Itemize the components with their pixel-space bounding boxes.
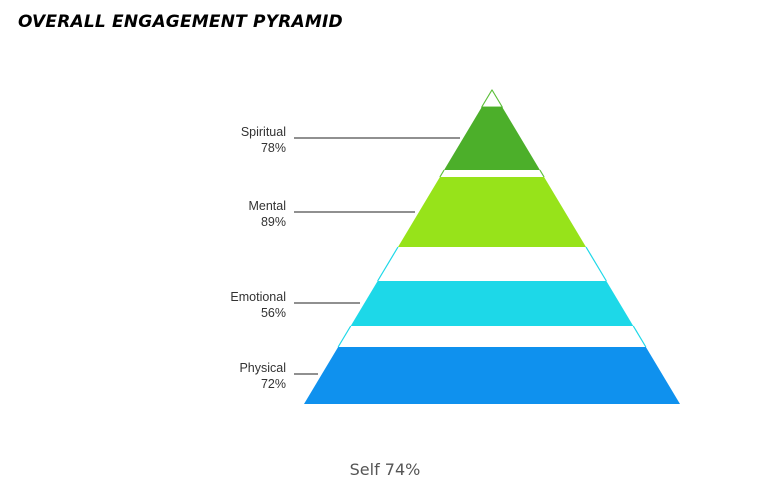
outline-left-3 [337,325,352,348]
overall-score-label: Self 74% [349,460,421,479]
level-value-spiritual: 78% [261,141,286,155]
pyramid-segment-physical [304,347,680,404]
level-labels: Spiritual 78% Mental 89% Emotional 56% Physica… [230,125,286,391]
level-value-physical: 72% [261,377,286,391]
pyramid-segment-spiritual [444,107,540,170]
outline-right-1 [539,169,545,178]
level-value-mental: 89% [261,215,286,229]
level-label-spiritual: Spiritual [241,125,286,139]
outline-left-2 [377,246,399,282]
leader-lines [294,137,460,375]
pyramid-segment-mental [398,177,586,247]
chart-title: OVERALL ENGAGEMENT PYRAMID [18,12,343,32]
level-value-emotional: 56% [261,306,286,320]
outline-right-3 [632,325,647,348]
outline-left-1 [439,169,445,178]
level-label-mental: Mental [248,199,286,213]
pyramid-segments [304,107,680,404]
level-label-emotional: Emotional [230,290,286,304]
level-label-physical: Physical [239,361,286,375]
outline-right-2 [585,246,607,282]
pyramid-segment-emotional [350,281,634,326]
pyramid-apex [480,89,504,108]
